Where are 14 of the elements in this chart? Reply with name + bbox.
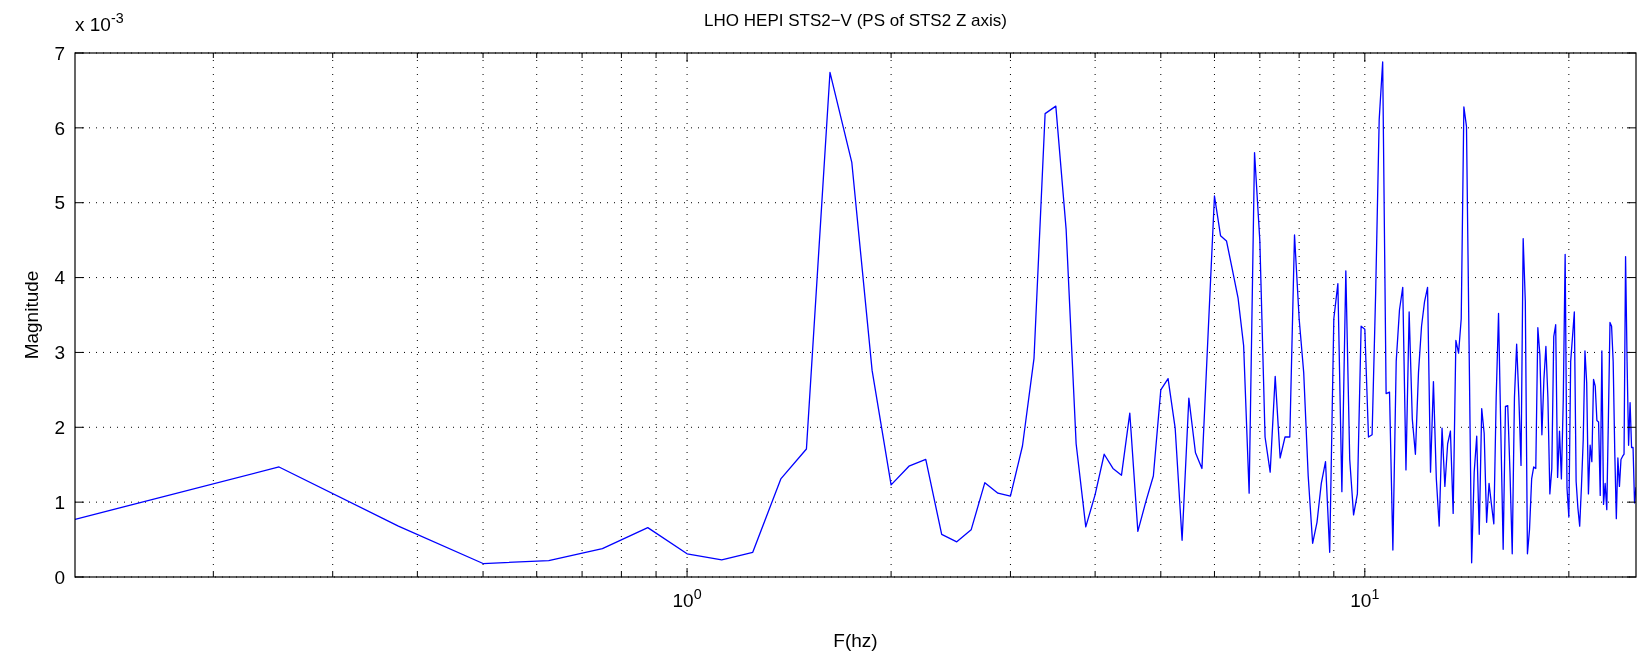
- x-tick-label: 10$^{1}$: [1350, 586, 1380, 611]
- y-tick-label: 5: [54, 192, 65, 214]
- chart-title: LHO HEPI STS2−V (PS of STS2 Z axis): [704, 11, 1007, 30]
- x-tick-label: 10$^{0}$: [672, 586, 702, 611]
- y-tick-label: 6: [54, 117, 65, 139]
- y-tick-label: 7: [54, 42, 65, 64]
- y-tick-label: 1: [54, 491, 65, 513]
- y-axis-title: Magnitude: [21, 270, 42, 360]
- y-tick-label: 2: [54, 416, 65, 438]
- y-tick-label: 3: [54, 342, 65, 364]
- text: x 10$^{-3}$: [75, 10, 124, 35]
- x-axis-title: F(hz): [833, 630, 878, 651]
- y-tick-label: 0: [54, 566, 65, 588]
- y-tick-label: 4: [54, 267, 66, 289]
